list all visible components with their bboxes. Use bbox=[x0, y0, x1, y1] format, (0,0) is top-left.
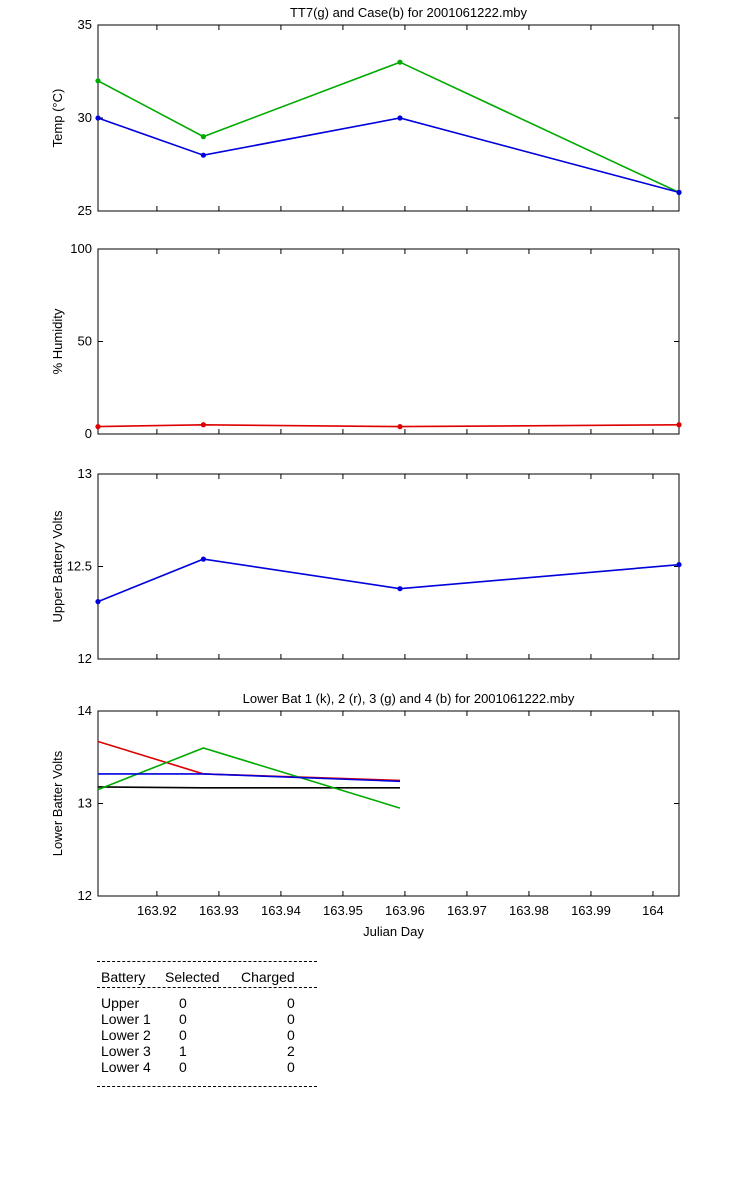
cell-selected: 1 bbox=[179, 1043, 187, 1059]
data-point bbox=[676, 422, 682, 428]
chart-panel-2: 0 50 100 % Humidity bbox=[50, 241, 682, 441]
series-line bbox=[97, 423, 680, 428]
plot-frame bbox=[97, 248, 680, 435]
chart-panel-4: 12 13 14 163.92 163.93 163.94 163.95 163.96 163.… bbox=[50, 691, 680, 939]
data-point bbox=[95, 424, 101, 430]
cell-charged: 0 bbox=[287, 995, 295, 1011]
y-tick-label: 13 bbox=[78, 796, 92, 811]
header-charged: Charged bbox=[241, 969, 295, 985]
data-point bbox=[200, 134, 207, 140]
data-point bbox=[397, 586, 403, 592]
series-line bbox=[97, 117, 680, 194]
y-tick-label: 25 bbox=[78, 203, 92, 218]
cell-battery: Lower 4 bbox=[101, 1059, 151, 1075]
data-point bbox=[676, 562, 682, 568]
y-axis-label: Upper Battery Volts bbox=[50, 510, 65, 622]
table-header-divider bbox=[97, 987, 317, 988]
table-bottom-divider bbox=[97, 1086, 317, 1087]
cell-selected: 0 bbox=[179, 1059, 187, 1075]
y-tick-label: 12 bbox=[78, 888, 92, 903]
y-tick-label: 50 bbox=[78, 334, 92, 349]
cell-selected: 0 bbox=[179, 1027, 187, 1043]
x-tick-label: 163.93 bbox=[199, 903, 239, 918]
y-tick-label: 14 bbox=[78, 703, 92, 718]
y-tick-label: 13 bbox=[78, 466, 92, 481]
table-row: Lower 4 0 0 bbox=[97, 1059, 317, 1075]
y-tick-label: 12.5 bbox=[67, 559, 92, 574]
chart-figure: 25 30 35 TT7(g) and Case(b) for 2001061222.… bbox=[50, 5, 682, 939]
chart-panel-1: 25 30 35 TT7(g) and Case(b) for 2001061222.… bbox=[50, 5, 682, 218]
battery-status-table: Battery Selected Charged Upper 0 0 Lower… bbox=[97, 961, 317, 1087]
table-row: Lower 2 0 0 bbox=[97, 1027, 317, 1043]
data-point bbox=[95, 78, 101, 84]
data-point bbox=[200, 152, 207, 158]
cell-battery: Lower 1 bbox=[101, 1011, 151, 1027]
series-line bbox=[97, 61, 680, 194]
header-battery: Battery bbox=[101, 969, 146, 985]
x-tick-label: 163.99 bbox=[571, 903, 611, 918]
series-line bbox=[97, 747, 401, 809]
x-tick-label: 163.98 bbox=[509, 903, 549, 918]
data-point bbox=[95, 115, 101, 121]
x-tick-label: 163.96 bbox=[385, 903, 425, 918]
table-header-row: Battery Selected Charged bbox=[97, 967, 317, 987]
x-tick-label: 164 bbox=[642, 903, 664, 918]
table-row: Lower 1 0 0 bbox=[97, 1011, 317, 1027]
series-line bbox=[98, 773, 401, 783]
data-point bbox=[95, 599, 101, 605]
y-axis-label: Temp (°C) bbox=[50, 89, 65, 148]
x-tick-label: 163.94 bbox=[261, 903, 301, 918]
plot-frame bbox=[97, 24, 680, 212]
chart-title: TT7(g) and Case(b) for 2001061222.mby bbox=[290, 5, 528, 20]
y-tick-label: 12 bbox=[78, 651, 92, 666]
y-tick-label: 35 bbox=[78, 17, 92, 32]
y-axis-label: % Humidity bbox=[50, 308, 65, 374]
header-selected: Selected bbox=[165, 969, 220, 985]
table-row: Lower 3 1 2 bbox=[97, 1043, 317, 1059]
series-line bbox=[97, 786, 400, 789]
y-tick-label: 100 bbox=[70, 241, 92, 256]
cell-charged: 0 bbox=[287, 1011, 295, 1027]
data-point bbox=[676, 189, 682, 195]
x-tick-label: 163.97 bbox=[447, 903, 487, 918]
cell-selected: 0 bbox=[179, 1011, 187, 1027]
cell-selected: 0 bbox=[179, 995, 187, 1011]
data-point bbox=[397, 115, 403, 121]
data-point bbox=[200, 422, 207, 428]
y-tick-label: 0 bbox=[85, 426, 92, 441]
x-tick-label: 163.92 bbox=[137, 903, 177, 918]
chart-panel-3: 12 12.5 13 Upper Battery Volts bbox=[50, 466, 682, 666]
y-axis-label: Lower Batter Volts bbox=[50, 750, 65, 856]
cell-battery: Upper bbox=[101, 995, 140, 1011]
chart-title: Lower Bat 1 (k), 2 (r), 3 (g) and 4 (b) … bbox=[243, 691, 575, 706]
data-point bbox=[397, 424, 403, 430]
cell-battery: Lower 2 bbox=[101, 1027, 151, 1043]
cell-battery: Lower 3 bbox=[101, 1043, 151, 1059]
cell-charged: 0 bbox=[287, 1027, 295, 1043]
cell-charged: 0 bbox=[287, 1059, 295, 1075]
data-point bbox=[200, 556, 207, 562]
x-tick-label: 163.95 bbox=[323, 903, 363, 918]
x-axis-label: Julian Day bbox=[363, 924, 424, 939]
series-line bbox=[97, 558, 680, 603]
plot-frame bbox=[97, 710, 680, 897]
table-top-divider bbox=[97, 961, 317, 962]
data-point bbox=[397, 59, 403, 65]
table-row: Upper 0 0 bbox=[97, 995, 317, 1011]
cell-charged: 2 bbox=[287, 1043, 295, 1059]
y-tick-label: 30 bbox=[78, 110, 92, 125]
